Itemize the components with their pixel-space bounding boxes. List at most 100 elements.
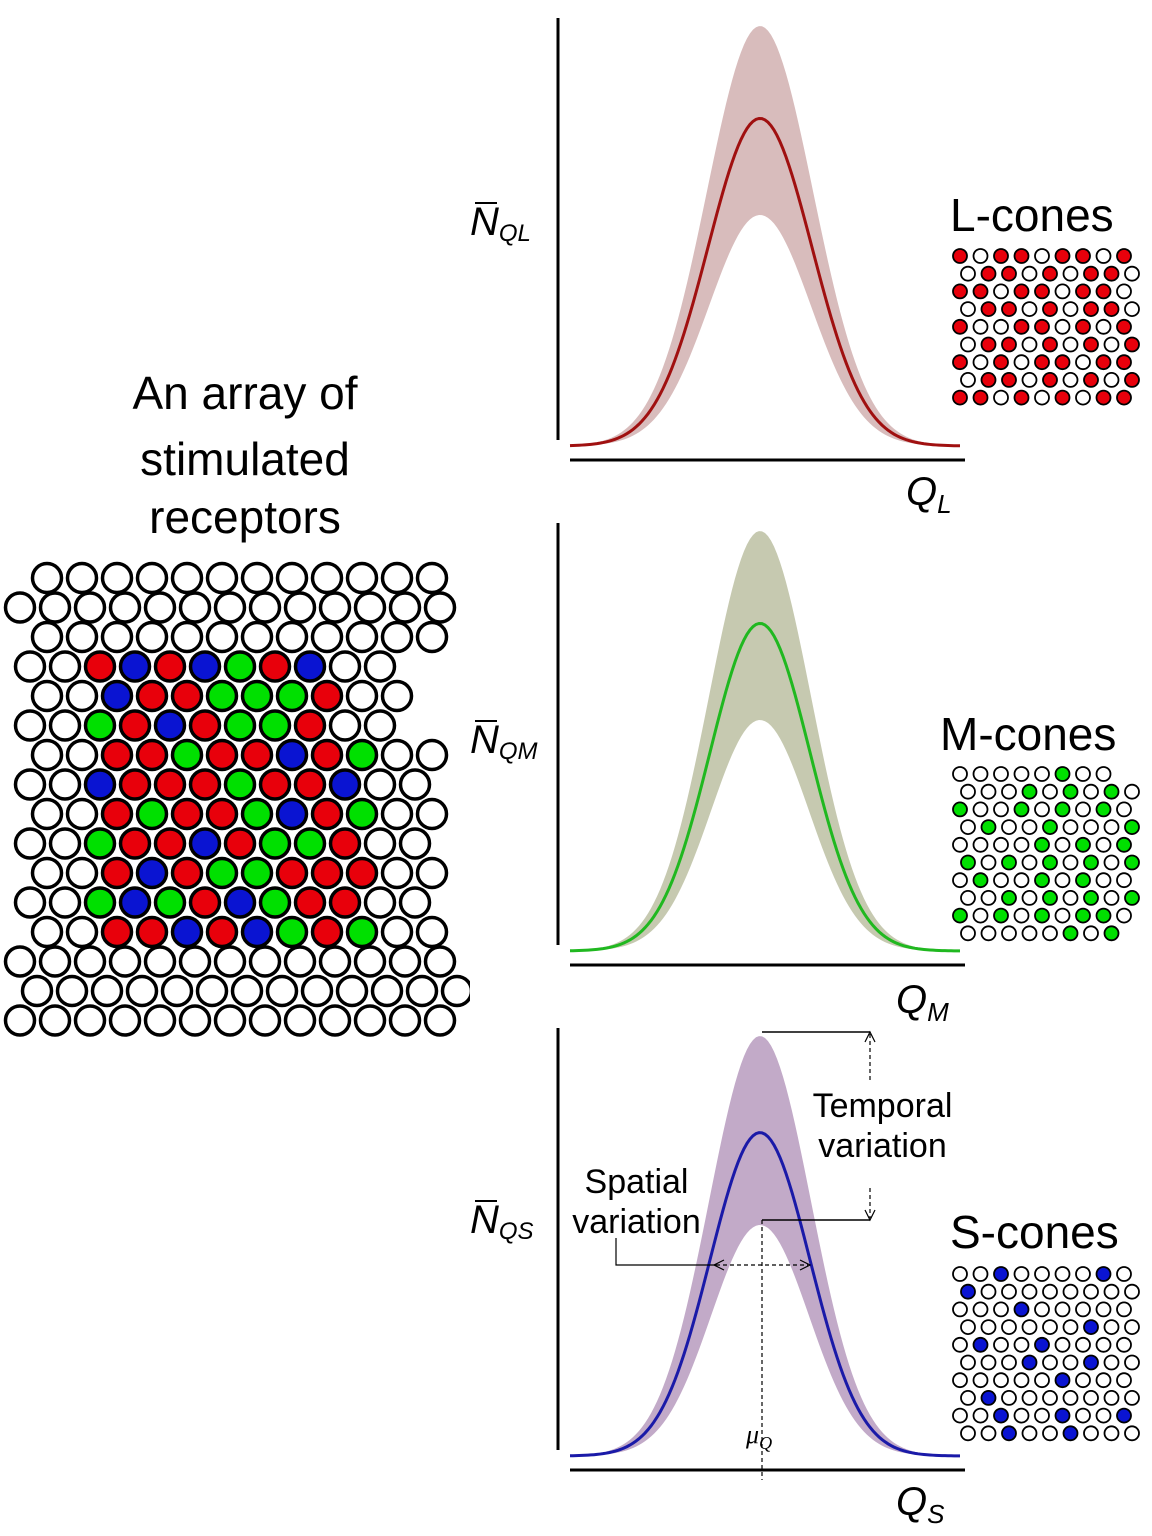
cone-inactive-M <box>972 801 989 818</box>
receptor-red <box>328 886 362 919</box>
cone-inactive-S <box>1083 1425 1099 1442</box>
cone-inactive-S <box>972 1407 989 1424</box>
receptor-unstimulated <box>328 650 362 683</box>
cone-inactive-S <box>1062 1354 1079 1371</box>
cone-inactive-L <box>972 318 989 335</box>
cone-inactive-S <box>1075 1372 1091 1389</box>
receptor-unstimulated <box>213 1004 247 1037</box>
receptor-green <box>345 797 379 831</box>
receptor-unstimulated <box>65 561 99 595</box>
receptor-red <box>258 768 292 801</box>
cone-active-M <box>1075 872 1091 889</box>
receptor-red <box>310 797 344 831</box>
cone-inactive-L <box>993 389 1009 406</box>
receptor-unstimulated <box>135 561 169 595</box>
receptor-red <box>170 679 204 713</box>
cone-active-M <box>1075 907 1091 924</box>
receptor-unstimulated <box>48 709 82 742</box>
cone-inactive-L <box>1103 336 1120 353</box>
cone-active-M <box>1103 783 1120 800</box>
cone-active-L <box>1116 354 1132 371</box>
cone-active-M <box>1034 872 1050 889</box>
cone-label-L: L-cones <box>950 189 1114 241</box>
cone-inactive-L <box>1021 265 1038 282</box>
cone-inactive-M <box>952 836 968 853</box>
receptor-red <box>293 709 327 742</box>
cone-inactive-S <box>1042 1283 1058 1300</box>
cone-active-M <box>1103 925 1120 942</box>
receptor-unstimulated <box>248 1004 282 1037</box>
temporal-arrowhead-up <box>864 1030 876 1043</box>
receptor-unstimulated <box>380 797 414 831</box>
receptor-unstimulated <box>143 1004 177 1037</box>
cone-active-M <box>1095 801 1112 818</box>
cone-active-L <box>980 265 997 282</box>
cone-active-S <box>1021 1354 1038 1371</box>
receptor-unstimulated <box>283 1004 317 1037</box>
cone-inactive-S <box>1021 1319 1038 1335</box>
receptor-green <box>223 709 257 742</box>
cone-inactive-S <box>960 1425 976 1442</box>
cone-active-M <box>1013 801 1030 818</box>
cone-inactive-M <box>1001 819 1017 835</box>
cone-inactive-S <box>960 1319 976 1335</box>
receptor-unstimulated <box>370 974 404 1008</box>
ylabel-M: NQM <box>470 718 538 765</box>
cone-active-L <box>1042 336 1058 353</box>
receptor-green <box>258 886 292 919</box>
cone-inactive-M <box>1095 766 1112 782</box>
receptor-unstimulated <box>38 945 72 978</box>
receptor-unstimulated <box>143 945 177 978</box>
receptor-red <box>205 797 239 831</box>
receptor-unstimulated <box>240 620 274 654</box>
cone-inactive-M <box>1042 783 1058 800</box>
cone-inactive-S <box>1116 1266 1132 1282</box>
receptor-red <box>310 738 344 772</box>
cone-inactive-L <box>1124 301 1140 317</box>
cone-inactive-S <box>1042 1389 1058 1406</box>
receptor-unstimulated <box>380 738 414 772</box>
spatial-arrowhead-right <box>799 1259 812 1271</box>
receptor-red <box>153 768 187 801</box>
receptor-unstimulated <box>380 561 414 595</box>
cone-active-L <box>1095 283 1112 300</box>
receptor-unstimulated <box>195 974 229 1008</box>
receptor-red <box>153 650 187 683</box>
cone-active-L <box>1001 336 1017 353</box>
cone-inactive-L <box>993 283 1009 300</box>
cone-inactive-S <box>1054 1266 1071 1282</box>
cone-inactive-L <box>972 248 989 264</box>
receptor-blue <box>118 886 152 919</box>
receptor-unstimulated <box>353 591 387 624</box>
cone-inactive-M <box>1075 801 1091 818</box>
cone-active-M <box>960 854 976 871</box>
cone-inactive-S <box>972 1372 989 1389</box>
cone-inactive-L <box>1054 283 1071 300</box>
receptor-unstimulated <box>300 974 334 1008</box>
receptor-unstimulated <box>65 797 99 831</box>
cone-inactive-M <box>993 766 1009 782</box>
cone-active-S <box>1095 1266 1112 1282</box>
receptor-unstimulated <box>213 591 247 624</box>
mean-curve-L <box>569 116 961 448</box>
receptor-blue <box>293 650 327 683</box>
cone-inactive-L <box>1095 318 1112 335</box>
receptor-unstimulated <box>178 1004 212 1037</box>
receptor-green <box>223 650 257 683</box>
receptor-unstimulated <box>100 620 134 654</box>
cone-active-S <box>1116 1407 1132 1424</box>
receptor-unstimulated <box>65 620 99 654</box>
receptor-unstimulated <box>380 679 414 713</box>
receptor-unstimulated <box>143 591 177 624</box>
cone-inactive-S <box>1062 1319 1079 1335</box>
receptor-unstimulated <box>213 945 247 978</box>
receptor-blue <box>118 650 152 683</box>
cone-inactive-M <box>1095 836 1112 853</box>
cone-active-L <box>1124 336 1140 353</box>
cone-inactive-M <box>972 766 989 782</box>
cone-inactive-S <box>960 1389 976 1406</box>
receptor-red <box>170 797 204 831</box>
cone-inactive-L <box>1124 265 1140 282</box>
cone-inactive-M <box>1021 925 1038 942</box>
cone-mosaic-M <box>952 766 1140 942</box>
